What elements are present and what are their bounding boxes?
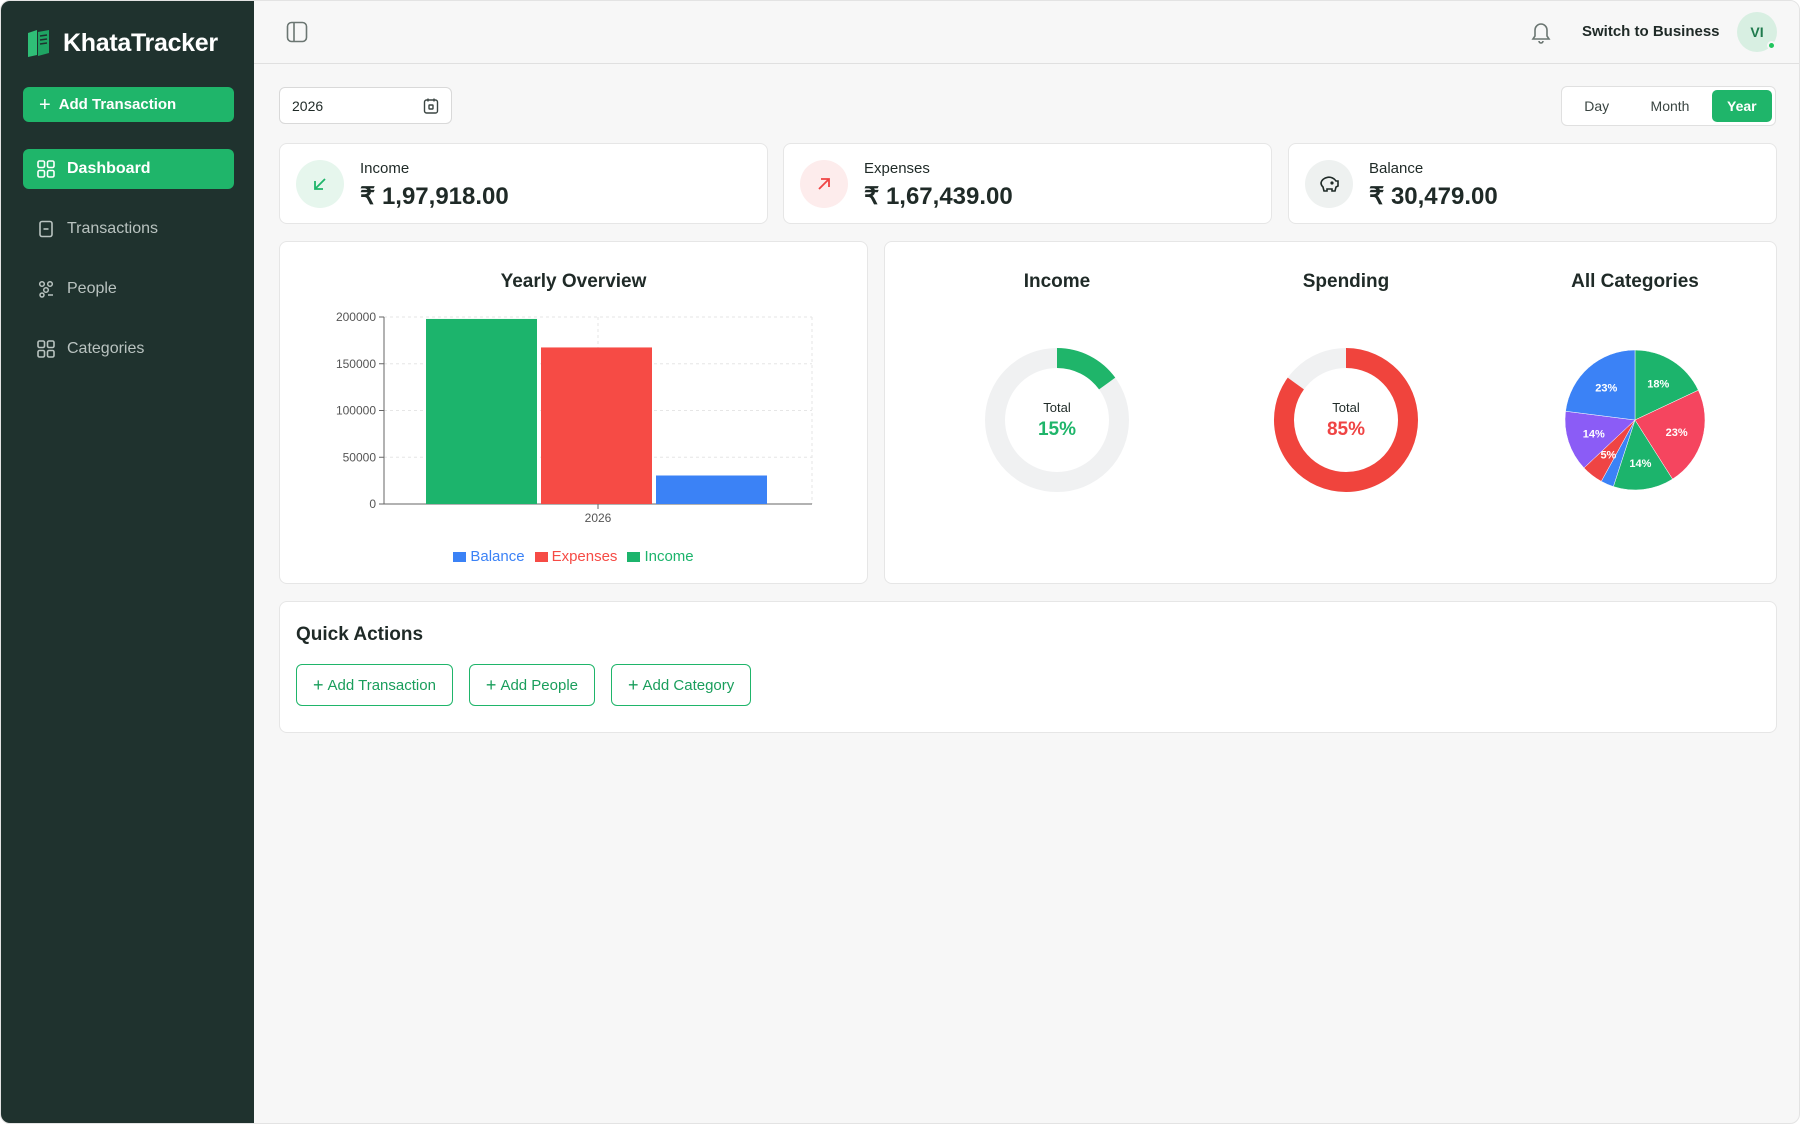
bar-income (426, 318, 537, 504)
calendar-icon[interactable] (423, 97, 439, 115)
expenses-stat-label: Expenses (864, 160, 930, 177)
sidebar-item-categories[interactable]: Categories (23, 329, 234, 369)
y-tick-label: 50000 (343, 450, 377, 464)
distribution-card: Income Spending All Categories 18% 23% 14%… (884, 241, 1777, 584)
legend-item-expenses[interactable]: Expenses (534, 548, 617, 565)
period-selector: Day Month Year (1561, 86, 1776, 126)
y-tick-label: 150000 (336, 357, 376, 371)
expenses-stat-card: Expenses ₹ 1,67,439.00 (783, 143, 1272, 224)
piggy-bank-icon (1305, 160, 1353, 208)
y-tick-label: 200000 (336, 310, 376, 324)
people-icon (38, 280, 54, 298)
quick-actions-card: Quick Actions + Add Transaction + Add Pe… (279, 601, 1777, 733)
x-tick-label: 2026 (585, 511, 612, 525)
quick-add-people-label: Add People (500, 676, 579, 694)
income-donut-title: Income (1023, 271, 1091, 292)
topbar: Switch to Business VI (254, 1, 1799, 64)
pie-slice-label: 23% (1595, 382, 1617, 394)
quick-add-transaction-label: Add Transaction (327, 676, 436, 694)
income-stat-label: Income (360, 160, 410, 177)
balance-stat-label: Balance (1369, 160, 1424, 177)
pie-slice (1613, 419, 1673, 491)
bar-expenses (541, 347, 652, 504)
add-transaction-button[interactable]: + Add Transaction (23, 87, 234, 122)
sidebar-item-label: Categories (67, 340, 145, 357)
pie-slice (1634, 389, 1706, 480)
spending-donut-arc (1274, 348, 1418, 492)
income-donut-center: Total 15% (1007, 400, 1107, 441)
plus-icon: + (485, 674, 497, 695)
pie-slice (1565, 349, 1636, 421)
sidebar-item-transactions[interactable]: Transactions (23, 209, 234, 249)
bar-balance (656, 475, 767, 504)
yearly-overview-chart: 0 50000 100000 150000 200000 2026 (336, 310, 813, 525)
yearly-overview-title: Yearly Overview (500, 271, 647, 292)
plus-icon: + (39, 93, 51, 116)
sidebar-toggle-icon[interactable] (286, 21, 308, 43)
spending-donut-label: Total (1332, 400, 1360, 415)
receipt-icon (39, 220, 53, 238)
grid-icon (37, 160, 55, 178)
sidebar-item-people[interactable]: People (23, 269, 234, 309)
app-name: KhataTracker (63, 28, 218, 57)
sidebar-item-label: Dashboard (67, 160, 151, 177)
income-donut-value: 15% (1037, 419, 1077, 440)
period-year-tab[interactable]: Year (1711, 90, 1773, 122)
pie-slice-label: 23% (1666, 427, 1688, 439)
logo-icon (28, 30, 49, 57)
income-donut-arc (1056, 348, 1116, 390)
yearly-overview-card: Yearly Overview 0 50000 100000 150000 200000… (279, 241, 868, 584)
online-status-dot (1767, 41, 1776, 50)
switch-to-business-button[interactable]: Switch to Business (1582, 23, 1720, 40)
bell-icon[interactable] (1530, 20, 1552, 44)
quick-add-category-button[interactable]: + Add Category (611, 664, 752, 706)
expenses-stat-value: ₹ 1,67,439.00 (864, 183, 1013, 210)
arrow-up-right-icon (800, 160, 848, 208)
balance-stat-card: Balance ₹ 30,479.00 (1288, 143, 1777, 224)
spending-donut-value: 85% (1326, 419, 1366, 440)
arrow-down-left-icon (296, 160, 344, 208)
spending-donut-title: Spending (1302, 271, 1390, 292)
quick-actions-title: Quick Actions (296, 624, 424, 645)
legend-item-income[interactable]: Income (627, 548, 694, 565)
legend-item-balance[interactable]: Balance (453, 548, 525, 565)
sidebar: KhataTracker + Add Transaction Dashboard… (1, 1, 254, 1123)
pie-slice-label: 14% (1629, 458, 1651, 470)
period-day-tab[interactable]: Day (1584, 98, 1610, 114)
year-picker-value: 2026 (292, 97, 324, 114)
income-donut-label: Total (1043, 400, 1071, 415)
period-month-tab[interactable]: Month (1650, 98, 1690, 114)
quick-add-people-button[interactable]: + Add People (468, 664, 596, 706)
logo: KhataTracker (25, 27, 218, 59)
year-picker[interactable]: 2026 (279, 87, 452, 124)
pie-slice (1634, 349, 1699, 421)
pie-slice-label: 14% (1583, 428, 1605, 440)
sidebar-nav: Dashboard Transactions People Catego (23, 149, 234, 389)
pie-slice (1564, 410, 1636, 469)
all-categories-pie-title: All Categories (1571, 271, 1699, 292)
pie-slice-label: 18% (1647, 378, 1669, 390)
income-stat-card: Income ₹ 1,97,918.00 (279, 143, 768, 224)
spending-donut-center: Total 85% (1296, 400, 1396, 441)
sidebar-item-dashboard[interactable]: Dashboard (23, 149, 234, 189)
pie-slice-label: 5% (1600, 449, 1616, 461)
chart-legend: Balance Expenses Income (280, 548, 867, 565)
plus-icon: + (628, 674, 639, 695)
balance-stat-value: ₹ 30,479.00 (1369, 183, 1498, 210)
income-stat-value: ₹ 1,97,918.00 (360, 183, 509, 210)
plus-icon: + (313, 674, 324, 695)
sidebar-item-label: People (67, 280, 117, 297)
add-transaction-label: Add Transaction (58, 96, 177, 113)
distribution-charts: 18% 23% 14% 5% 14% 23% (985, 348, 1706, 492)
quick-add-category-label: Add Category (642, 676, 735, 694)
y-tick-label: 100000 (336, 404, 376, 418)
grid-icon (37, 340, 55, 358)
quick-add-transaction-button[interactable]: + Add Transaction (296, 664, 453, 706)
quick-actions-buttons: + Add Transaction + Add People + Add Cat… (296, 664, 752, 706)
y-tick-label: 0 (369, 497, 376, 511)
sidebar-item-label: Transactions (67, 220, 158, 237)
